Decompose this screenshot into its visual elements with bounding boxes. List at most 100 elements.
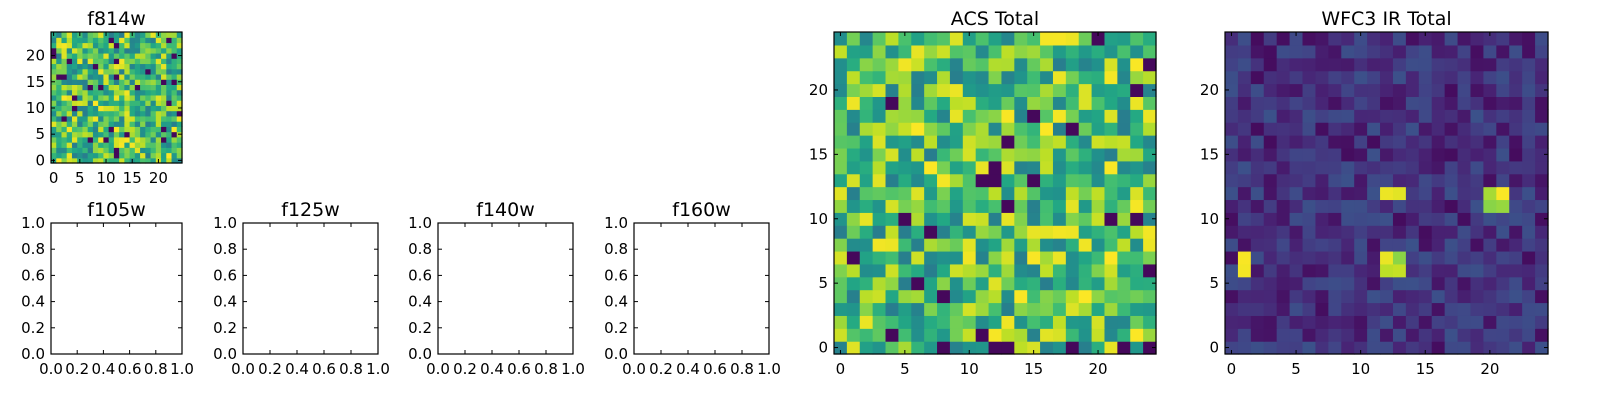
heatmap-cell [82, 115, 89, 122]
heatmap-cell [150, 100, 157, 106]
heatmap-cell [1315, 57, 1329, 72]
heatmap-cell [1470, 186, 1484, 201]
heatmap-cell [140, 58, 146, 65]
heatmap-cell [98, 84, 104, 91]
heatmap-cell [898, 276, 912, 291]
heatmap-cell [51, 37, 57, 44]
heatmap-cell [1354, 96, 1368, 110]
heatmap-cell [1001, 122, 1015, 136]
heatmap-cell [924, 44, 938, 59]
heatmap-cell [1027, 32, 1041, 46]
heatmap-cell [87, 115, 94, 122]
heatmap-cell [1483, 238, 1497, 252]
heatmap-cell [1302, 173, 1317, 188]
heatmap-cell [1276, 32, 1291, 46]
heatmap-cell [108, 32, 115, 38]
heatmap-cell [124, 47, 131, 54]
heatmap-cell [1457, 276, 1472, 291]
heatmap-cell [1522, 186, 1536, 201]
heatmap-cell [119, 157, 125, 164]
heatmap-cell [1130, 341, 1144, 355]
heatmap-cell [937, 199, 951, 213]
heatmap-cell [1027, 276, 1041, 291]
heatmap-cell [140, 73, 146, 80]
heatmap-cell [949, 186, 964, 201]
heatmap-cell [134, 32, 141, 38]
heatmap-cell [87, 37, 94, 44]
heatmap-cell [1509, 32, 1523, 46]
heatmap-cell [1104, 32, 1118, 46]
heatmap-cell [1535, 328, 1549, 342]
heatmap-cell [1470, 289, 1484, 304]
heatmap-cell [77, 47, 84, 54]
heatmap-cell [1315, 315, 1329, 329]
heatmap-cell [1250, 32, 1265, 46]
heatmap-cell [150, 32, 157, 38]
heatmap-cell [1392, 32, 1407, 46]
heatmap-cell [949, 199, 964, 213]
heatmap-cell [924, 212, 938, 226]
heatmap-cell [155, 142, 162, 148]
heatmap-cell [885, 289, 899, 304]
heatmap-cell [1289, 238, 1304, 252]
heatmap-cell [51, 94, 57, 101]
heatmap-cell [155, 63, 162, 70]
heatmap-cell [1143, 238, 1157, 252]
heatmap-cell [1250, 83, 1265, 97]
heatmap-cell [61, 73, 68, 80]
heatmap-cell [859, 315, 874, 329]
heatmap-cell [1535, 186, 1549, 201]
heatmap-cell [61, 58, 68, 65]
heatmap-cell [937, 212, 951, 226]
heatmap-cell [1104, 83, 1118, 97]
heatmap-cell [92, 147, 99, 154]
heatmap-cell [166, 105, 173, 112]
heatmap-cell [962, 212, 977, 226]
heatmap-cell [113, 58, 120, 65]
heatmap-cell [1509, 135, 1523, 149]
heatmap-cell [1302, 70, 1317, 85]
heatmap-cell [911, 186, 925, 201]
x-tick-label: 0.8 [534, 360, 558, 378]
heatmap-cell [150, 89, 157, 96]
heatmap-cell [140, 94, 146, 101]
heatmap-cell [1405, 225, 1420, 239]
heatmap-cell [1040, 238, 1054, 252]
heatmap-cell [56, 152, 63, 159]
heatmap-cell [98, 58, 104, 65]
heatmap-cell [71, 73, 78, 80]
heatmap-cell [1483, 122, 1497, 136]
heatmap-cell [1250, 70, 1265, 85]
heatmap-cell [1354, 83, 1368, 97]
heatmap-cell [176, 115, 183, 122]
heatmap-cell [1470, 160, 1484, 175]
heatmap-cell [119, 63, 125, 70]
heatmap-cell [77, 110, 84, 117]
heatmap-cell [77, 68, 84, 75]
heatmap-cell [1354, 315, 1368, 329]
heatmap-cell [1470, 57, 1484, 72]
heatmap-cell [885, 109, 899, 123]
heatmap-cell [911, 341, 925, 355]
heatmap-cell [1354, 212, 1368, 226]
heatmap-cell [92, 142, 99, 148]
heatmap-cell [66, 47, 73, 54]
heatmap-cell [1001, 147, 1015, 162]
heatmap-cell [1225, 122, 1239, 136]
heatmap-cell [1078, 70, 1093, 85]
heatmap-cell [1496, 276, 1510, 291]
heatmap-cell [171, 79, 178, 85]
heatmap-cell [859, 276, 874, 291]
heatmap-cell [859, 328, 874, 342]
x-tick-label: 0.0 [231, 360, 255, 378]
heatmap-cell [1392, 276, 1407, 291]
heatmap-cell [1040, 135, 1054, 149]
heatmap-cell [859, 135, 874, 149]
heatmap-cell [1431, 160, 1446, 175]
heatmap-cell [846, 122, 861, 136]
heatmap-cell [71, 110, 78, 117]
heatmap-cell [1328, 341, 1342, 355]
heatmap-cell [834, 341, 848, 355]
heatmap-cell [1237, 289, 1252, 304]
heatmap-cell [1250, 315, 1265, 329]
